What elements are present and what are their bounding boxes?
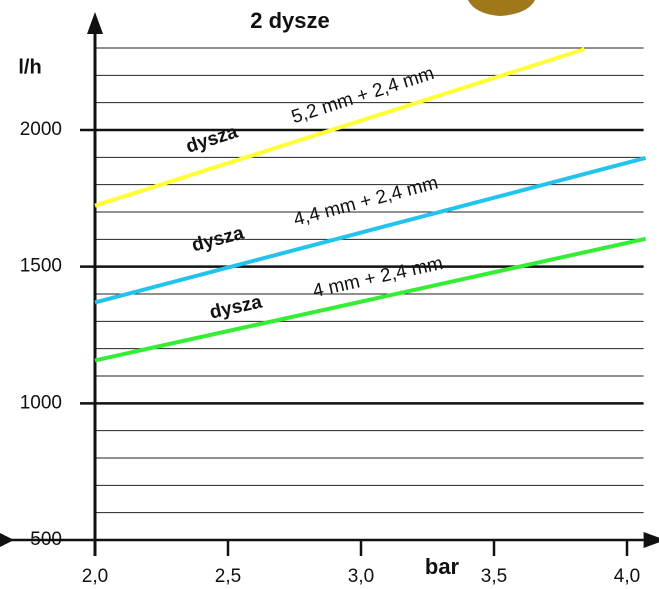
x-tick-label: 4,0 [614,566,640,587]
series-label-prefix: dysza [190,223,247,257]
y-tick-label: 2000 [20,119,62,140]
series-line [94,155,647,305]
x-tick-label: 2,0 [82,566,108,587]
y-tick-label: 1000 [20,392,62,413]
left-arrow [0,533,14,547]
y-tick-label: 1500 [20,256,62,277]
series-name: 4 mm + 2,4 mm [311,253,445,302]
series-label-prefix: dysza [208,291,265,323]
nozzle-image [468,0,535,16]
series-name: 4,4 mm + 2,4 mm [291,173,440,231]
y-axis-arrow [87,12,103,34]
x-tick-label: 3,5 [481,566,507,587]
series-label-prefix: dysza [184,121,241,157]
x-tick-label: 2,5 [215,566,241,587]
chart-title: 2 dysze [250,8,330,33]
series-line [94,236,647,363]
x-tick-label: 3,0 [348,566,374,587]
x-axis-arrow [643,532,659,548]
x-axis-label: bar [425,554,460,579]
y-axis-label: l/h [18,56,41,78]
series-line [94,47,586,208]
